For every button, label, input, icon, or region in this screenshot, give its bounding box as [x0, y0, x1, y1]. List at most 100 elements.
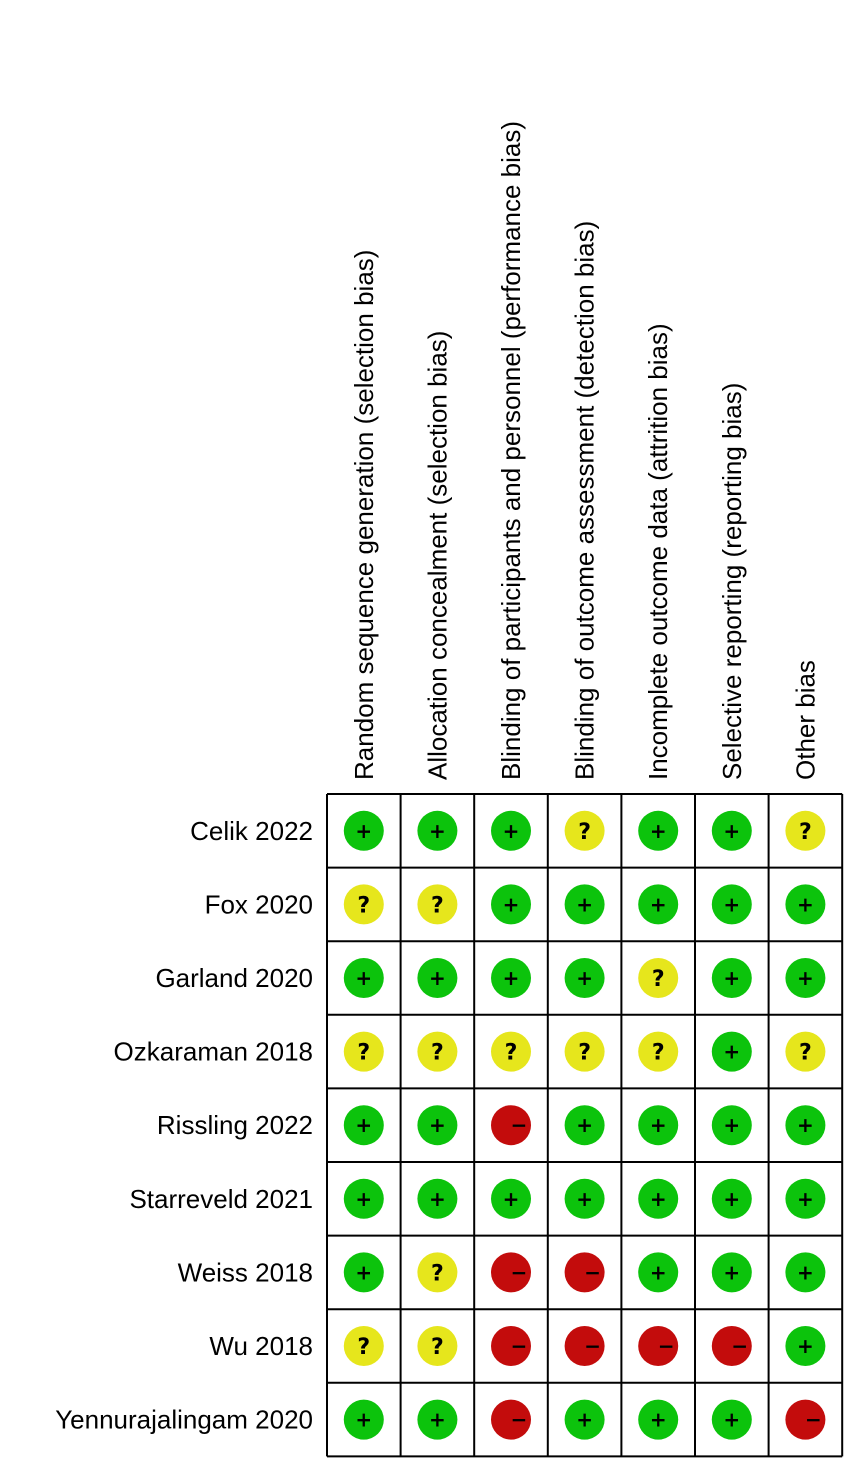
judgement-symbol: +: [576, 1408, 593, 1432]
judgement-symbol: +: [723, 819, 740, 843]
domain-label: Incomplete outcome data (attrition bias): [643, 323, 673, 780]
judgement-unclear: ?: [785, 810, 826, 851]
judgement-symbol: +: [797, 1260, 814, 1284]
judgement-symbol: +: [723, 1187, 740, 1211]
judgement-symbol: ?: [799, 820, 812, 845]
judgement-symbol: +: [650, 892, 667, 916]
judgement-circle: [417, 884, 458, 925]
judgement-circle: [417, 1178, 458, 1219]
judgement-high: −: [785, 1399, 826, 1440]
judgement-low: +: [564, 1399, 605, 1440]
judgement-circle: [417, 1399, 458, 1440]
judgement-symbol: −: [511, 1113, 528, 1137]
judgement-circle: [491, 1252, 531, 1293]
judgement-circle: [638, 1252, 679, 1293]
judgement-circle: [491, 810, 531, 851]
judgement-low: +: [785, 958, 826, 998]
judgement-low: +: [711, 810, 752, 851]
judgement-circle: [417, 1105, 458, 1146]
judgement-circle: [711, 1178, 752, 1219]
judgement-low: +: [491, 1178, 531, 1219]
judgement-low: +: [638, 884, 679, 925]
judgement-circle: [491, 1105, 531, 1146]
judgement-circle: [785, 1252, 826, 1293]
judgement-unclear: ?: [417, 1326, 458, 1366]
judgement-unclear: ?: [785, 1031, 826, 1072]
judgement-circle: [638, 1326, 679, 1366]
judgement-symbol: +: [503, 819, 520, 843]
judgement-symbol: +: [797, 892, 814, 916]
judgement-symbol: +: [723, 1113, 740, 1137]
judgement-low: +: [564, 958, 605, 998]
judgement-low: +: [564, 1178, 605, 1219]
judgement-low: +: [417, 810, 458, 851]
judgement-circle: [785, 958, 826, 998]
study-label: Starreveld 2021: [129, 1184, 313, 1214]
judgement-low: +: [711, 1105, 752, 1146]
judgement-circle: [417, 1326, 458, 1366]
judgement-circle: [417, 810, 458, 851]
judgement-symbol: −: [658, 1334, 675, 1358]
judgement-circle: [343, 1252, 384, 1293]
judgement-low: +: [711, 958, 752, 998]
judgement-symbol: ?: [578, 820, 591, 845]
judgement-symbol: −: [511, 1260, 528, 1284]
judgement-symbol: ?: [578, 1041, 591, 1066]
judgement-circle: [491, 1031, 531, 1072]
judgement-circle: [343, 1178, 384, 1219]
judgement-low: +: [417, 1399, 458, 1440]
judgement-circle: [564, 1105, 605, 1146]
judgement-symbol: +: [723, 966, 740, 990]
judgement-symbol: ?: [357, 1041, 370, 1066]
domain-labels: Random sequence generation (selection bi…: [349, 121, 821, 780]
judgement-unclear: ?: [343, 884, 384, 925]
judgement-symbol: ?: [357, 1335, 370, 1360]
domain-label: Selective reporting (reporting bias): [717, 383, 747, 780]
judgement-low: +: [343, 958, 384, 998]
judgement-circle: [711, 1031, 752, 1072]
judgement-high: −: [491, 1252, 531, 1293]
judgement-symbol: +: [797, 966, 814, 990]
judgement-symbol: +: [797, 1187, 814, 1211]
judgement-low: +: [638, 1178, 679, 1219]
judgement-symbol: +: [429, 819, 446, 843]
judgement-symbol: +: [355, 819, 372, 843]
judgement-circle: [564, 958, 605, 998]
judgement-unclear: ?: [417, 884, 458, 925]
judgement-low: +: [638, 1105, 679, 1146]
judgement-low: +: [638, 1399, 679, 1440]
judgement-circle: [711, 1105, 752, 1146]
judgement-unclear: ?: [638, 1031, 679, 1072]
domain-label: Other bias: [790, 660, 820, 780]
judgement-circle: [638, 884, 679, 925]
judgement-symbol: +: [723, 1260, 740, 1284]
judgement-circle: [343, 1326, 384, 1366]
judgement-circle: [785, 1399, 826, 1440]
judgement-unclear: ?: [638, 958, 679, 998]
judgement-low: +: [711, 1031, 752, 1072]
judgement-symbol: +: [576, 1187, 593, 1211]
judgement-symbol: +: [503, 1187, 520, 1211]
study-label: Garland 2020: [155, 963, 313, 993]
judgement-circle: [638, 1105, 679, 1146]
judgement-circle: [785, 1031, 826, 1072]
study-labels: Celik 2022 Fox 2020 Garland 2020 Ozkaraman …: [55, 816, 313, 1435]
judgement-circle: [417, 958, 458, 998]
judgement-low: +: [491, 958, 531, 998]
judgement-high: −: [491, 1105, 531, 1146]
judgement-symbol: +: [355, 1113, 372, 1137]
judgement-circle: [711, 1399, 752, 1440]
judgement-circle: [564, 1031, 605, 1072]
judgement-symbol: −: [584, 1260, 601, 1284]
judgement-low: +: [343, 1399, 384, 1440]
judgement-unclear: ?: [491, 1031, 531, 1072]
judgement-symbol: +: [576, 1113, 593, 1137]
judgement-circle: [417, 1031, 458, 1072]
judgement-unclear: ?: [564, 810, 605, 851]
judgement-symbol: −: [731, 1334, 748, 1358]
judgement-circle: [564, 1252, 605, 1293]
study-label: Ozkaraman 2018: [114, 1037, 313, 1067]
judgement-symbol: ?: [652, 1041, 665, 1066]
judgement-symbol: +: [576, 892, 593, 916]
